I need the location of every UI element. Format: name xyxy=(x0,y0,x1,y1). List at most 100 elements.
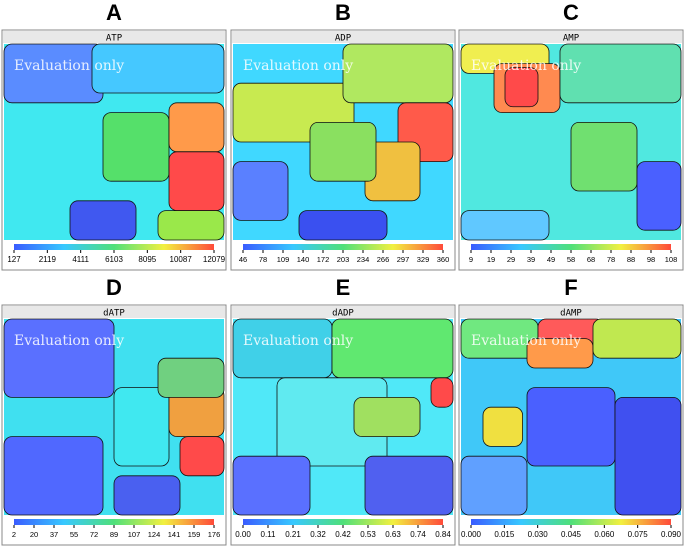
watermark: Evaluation only xyxy=(14,333,124,349)
colorbar-tick-label: 10087 xyxy=(170,255,193,264)
title-bar xyxy=(460,31,682,43)
colorbar-tick-label: 0.84 xyxy=(435,530,451,539)
colorbar-tick-label: 0.74 xyxy=(410,530,426,539)
heatmap-region xyxy=(342,43,454,104)
heatmap-region xyxy=(179,436,225,477)
colorbar-tick-label: 19 xyxy=(487,255,495,264)
panel-title: dATP xyxy=(103,309,125,319)
colorbar-tick-label: 0.000 xyxy=(461,530,482,539)
colorbar-tick-label: 0.075 xyxy=(628,530,649,539)
heatmap-region xyxy=(3,318,115,398)
colorbar-tick-label: 159 xyxy=(188,530,201,539)
watermark: Evaluation only xyxy=(471,58,581,74)
watermark: Evaluation only xyxy=(243,333,353,349)
heatmap-region xyxy=(636,161,682,231)
colorbar-tick-label: 141 xyxy=(168,530,181,539)
colorbar-tick-label: 109 xyxy=(277,255,290,264)
colorbar-tick-label: 176 xyxy=(208,530,221,539)
colorbar-tick-label: 49 xyxy=(547,255,555,264)
colorbar-tick-label: 9 xyxy=(469,255,473,264)
colorbar-tick-label: 266 xyxy=(377,255,390,264)
heatmap-region xyxy=(460,210,550,241)
colorbar-tick-label: 0.060 xyxy=(594,530,615,539)
heatmap-region xyxy=(430,377,454,408)
heatmap-region xyxy=(113,475,181,516)
panel-title: AMP xyxy=(563,34,580,44)
panel-title: ATP xyxy=(106,34,123,44)
colorbar-tick-label: 0.030 xyxy=(528,530,549,539)
colorbar-tick-label: 78 xyxy=(259,255,267,264)
colorbar-tick-label: 107 xyxy=(128,530,141,539)
colorbar-tick-label: 172 xyxy=(317,255,330,264)
colorbar-tick-label: 127 xyxy=(7,255,21,264)
colorbar-tick-label: 140 xyxy=(297,255,310,264)
heatmap-region xyxy=(157,357,225,398)
colorbar-tick-label: 108 xyxy=(665,255,678,264)
colorbar-tick-label: 72 xyxy=(90,530,98,539)
heatmap-region xyxy=(298,210,388,241)
watermark: Evaluation only xyxy=(14,58,124,74)
colorbar xyxy=(243,519,443,525)
colorbar-tick-label: 2119 xyxy=(39,255,57,264)
heatmap-region xyxy=(232,455,311,516)
heatmap-region xyxy=(526,387,616,467)
panel-letter: E xyxy=(336,275,351,300)
colorbar-tick-label: 0.090 xyxy=(661,530,682,539)
heatmap-region xyxy=(309,122,377,182)
colorbar-tick-label: 88 xyxy=(627,255,635,264)
heatmap-region xyxy=(570,122,638,192)
panel-letter: B xyxy=(335,0,351,25)
colorbar-tick-label: 39 xyxy=(527,255,535,264)
heatmap-region xyxy=(91,43,225,94)
colorbar xyxy=(471,244,671,250)
colorbar-tick-label: 37 xyxy=(50,530,58,539)
colorbar-tick-label: 68 xyxy=(587,255,595,264)
colorbar-tick-label: 29 xyxy=(507,255,515,264)
colorbar-tick-label: 0.015 xyxy=(494,530,515,539)
heatmap-region xyxy=(460,455,528,516)
panel-title: ADP xyxy=(335,34,352,44)
heatmap-region xyxy=(102,112,170,182)
title-bar xyxy=(3,31,225,43)
heatmap-region xyxy=(113,387,170,467)
panel: C AMP Evaluation only 9 19 29 39 49 58 68 78 88 98 10… xyxy=(458,0,684,271)
colorbar-tick-label: 124 xyxy=(148,530,161,539)
watermark: Evaluation only xyxy=(243,58,353,74)
heatmap-region xyxy=(482,406,523,447)
colorbar-tick-label: 4111 xyxy=(72,255,89,264)
watermark: Evaluation only xyxy=(471,333,581,349)
heatmap-region xyxy=(614,396,682,516)
colorbar xyxy=(471,519,671,525)
colorbar xyxy=(14,244,214,250)
colorbar-tick-label: 12079 xyxy=(203,255,226,264)
panel-letter: C xyxy=(563,0,579,25)
heatmap-region xyxy=(526,338,594,369)
heatmap-region xyxy=(592,318,682,359)
colorbar-tick-label: 360 xyxy=(437,255,450,264)
panel-letter: A xyxy=(106,0,122,25)
colorbar-tick-label: 234 xyxy=(357,255,370,264)
colorbar-tick-label: 297 xyxy=(397,255,410,264)
colorbar xyxy=(14,519,214,525)
colorbar-tick-label: 0.32 xyxy=(310,530,326,539)
colorbar-tick-label: 46 xyxy=(239,255,247,264)
title-bar xyxy=(232,31,454,43)
title-bar xyxy=(460,306,682,318)
heatmap-region xyxy=(3,436,104,516)
colorbar xyxy=(243,244,443,250)
panel-letter: D xyxy=(106,275,122,300)
panel: B ADP Evaluation only 46 78 109 140 172 203 234 26… xyxy=(230,0,456,271)
panel: A ATP Evaluation only 127 2119 4111 6103 8095 10… xyxy=(1,0,227,271)
heatmap-region xyxy=(504,67,539,108)
colorbar-tick-label: 8095 xyxy=(138,255,156,264)
heatmap-region xyxy=(69,200,137,241)
heatmap-region xyxy=(364,455,454,516)
heatmap-region xyxy=(232,161,289,221)
title-bar xyxy=(232,306,454,318)
heatmap-region xyxy=(157,210,225,241)
colorbar-tick-label: 55 xyxy=(70,530,78,539)
colorbar-tick-label: 0.11 xyxy=(261,530,277,539)
title-bar xyxy=(3,306,225,318)
